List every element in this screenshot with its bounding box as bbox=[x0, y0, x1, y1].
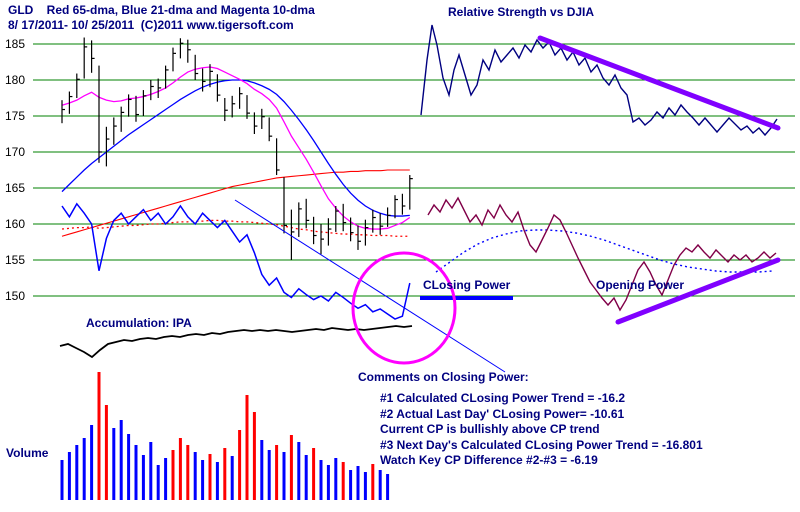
volume-bar bbox=[186, 445, 190, 500]
volume-bar bbox=[267, 450, 271, 500]
volume-bar bbox=[201, 460, 205, 500]
opening-power-label: Opening Power bbox=[596, 278, 685, 292]
opening-power-line bbox=[427, 196, 777, 312]
red-dotted-line bbox=[61, 219, 410, 237]
volume-bar bbox=[260, 440, 264, 500]
price-tick-label: 185 bbox=[5, 37, 26, 51]
closing-power-label: CLosing Power bbox=[423, 278, 511, 292]
volume-bar bbox=[297, 442, 301, 500]
price-tick-label: 160 bbox=[5, 217, 26, 231]
volume-bar bbox=[223, 448, 227, 500]
volume-bar bbox=[312, 448, 316, 500]
comment-line: Current CP is bullishly above CP trend bbox=[380, 422, 600, 436]
volume-bar bbox=[193, 452, 197, 500]
closing-power-line bbox=[61, 202, 411, 320]
comment-line: #1 Calculated CLosing Power Trend = -16.… bbox=[380, 391, 626, 405]
volume-bar bbox=[356, 466, 360, 500]
highlight-circle bbox=[351, 251, 457, 365]
volume-bar bbox=[245, 395, 249, 500]
volume-bar bbox=[215, 462, 219, 500]
volume-bar bbox=[349, 470, 353, 500]
accumulation-label: Accumulation: IPA bbox=[86, 316, 192, 330]
volume-bar bbox=[60, 460, 64, 500]
closing-power-trendline bbox=[234, 199, 506, 373]
volume-bar bbox=[156, 465, 160, 500]
price-tick-label: 155 bbox=[5, 253, 26, 267]
volume-bar bbox=[67, 452, 71, 500]
chart-subtitle: 8/ 17/2011- 10/ 25/2011 (C)2011 www.tige… bbox=[8, 18, 294, 32]
price-tick-label: 175 bbox=[5, 109, 26, 123]
volume-bar bbox=[127, 434, 131, 500]
comment-line: #2 Actual Last Day' CLosing Power= -10.6… bbox=[380, 406, 625, 421]
price-tick-label: 170 bbox=[5, 145, 26, 159]
relative-strength-trendline bbox=[537, 35, 781, 131]
volume-bar bbox=[149, 442, 153, 500]
volume-bar bbox=[275, 445, 279, 500]
volume-bar bbox=[230, 456, 234, 500]
volume-bar bbox=[341, 462, 345, 500]
comment-line: Watch Key CP Difference #2-#3 = -6.19 bbox=[380, 453, 598, 467]
chart-title: GLD Red 65-dma, Blue 21-dma and Magenta … bbox=[8, 3, 315, 17]
volume-bar bbox=[386, 474, 390, 500]
comments-lines: #1 Calculated CLosing Power Trend = -16.… bbox=[358, 391, 703, 469]
volume-axis-label: Volume bbox=[6, 446, 49, 460]
accumulation-line bbox=[59, 325, 413, 359]
ma65-line bbox=[61, 169, 410, 237]
volume-bar bbox=[304, 455, 308, 500]
relative-strength-line bbox=[420, 24, 778, 137]
volume-bar bbox=[289, 435, 293, 500]
volume-bar bbox=[104, 405, 108, 500]
ma21-line bbox=[61, 79, 410, 217]
price-tick-label: 150 bbox=[5, 289, 26, 303]
volume-bar bbox=[164, 458, 168, 500]
volume-bar bbox=[371, 464, 375, 500]
volume-bar bbox=[97, 372, 101, 500]
volume-bar bbox=[82, 438, 86, 500]
volume-bar bbox=[119, 420, 123, 500]
volume-bar bbox=[141, 455, 145, 500]
price-tick-label: 165 bbox=[5, 181, 26, 195]
relative-strength-title: Relative Strength vs DJIA bbox=[448, 5, 595, 19]
volume-bar bbox=[171, 450, 175, 500]
opening-power-trendline bbox=[615, 257, 781, 325]
volume-bar bbox=[378, 470, 382, 500]
volume-bar bbox=[112, 428, 116, 500]
volume-bar bbox=[75, 445, 79, 500]
comments-block: Comments on Closing Power: #1 Calculated… bbox=[358, 370, 703, 469]
volume-bar bbox=[238, 430, 242, 500]
comment-line: #3 Next Day's Calculated CLosing Power T… bbox=[380, 437, 703, 452]
volume-bar bbox=[282, 452, 286, 500]
opening-power-dotted-line bbox=[435, 229, 773, 273]
ma10-line bbox=[61, 66, 411, 230]
volume-bar bbox=[178, 438, 182, 500]
volume-bar bbox=[252, 412, 256, 500]
volume-bar bbox=[334, 458, 338, 500]
volume-bar bbox=[326, 465, 330, 500]
volume-bar bbox=[208, 454, 212, 500]
volume-bar bbox=[134, 445, 138, 500]
volume-bar bbox=[319, 460, 323, 500]
price-tick-label: 180 bbox=[5, 73, 26, 87]
comments-heading: Comments on Closing Power: bbox=[358, 370, 529, 384]
volume-bar bbox=[90, 425, 94, 500]
volume-bar bbox=[363, 472, 367, 500]
